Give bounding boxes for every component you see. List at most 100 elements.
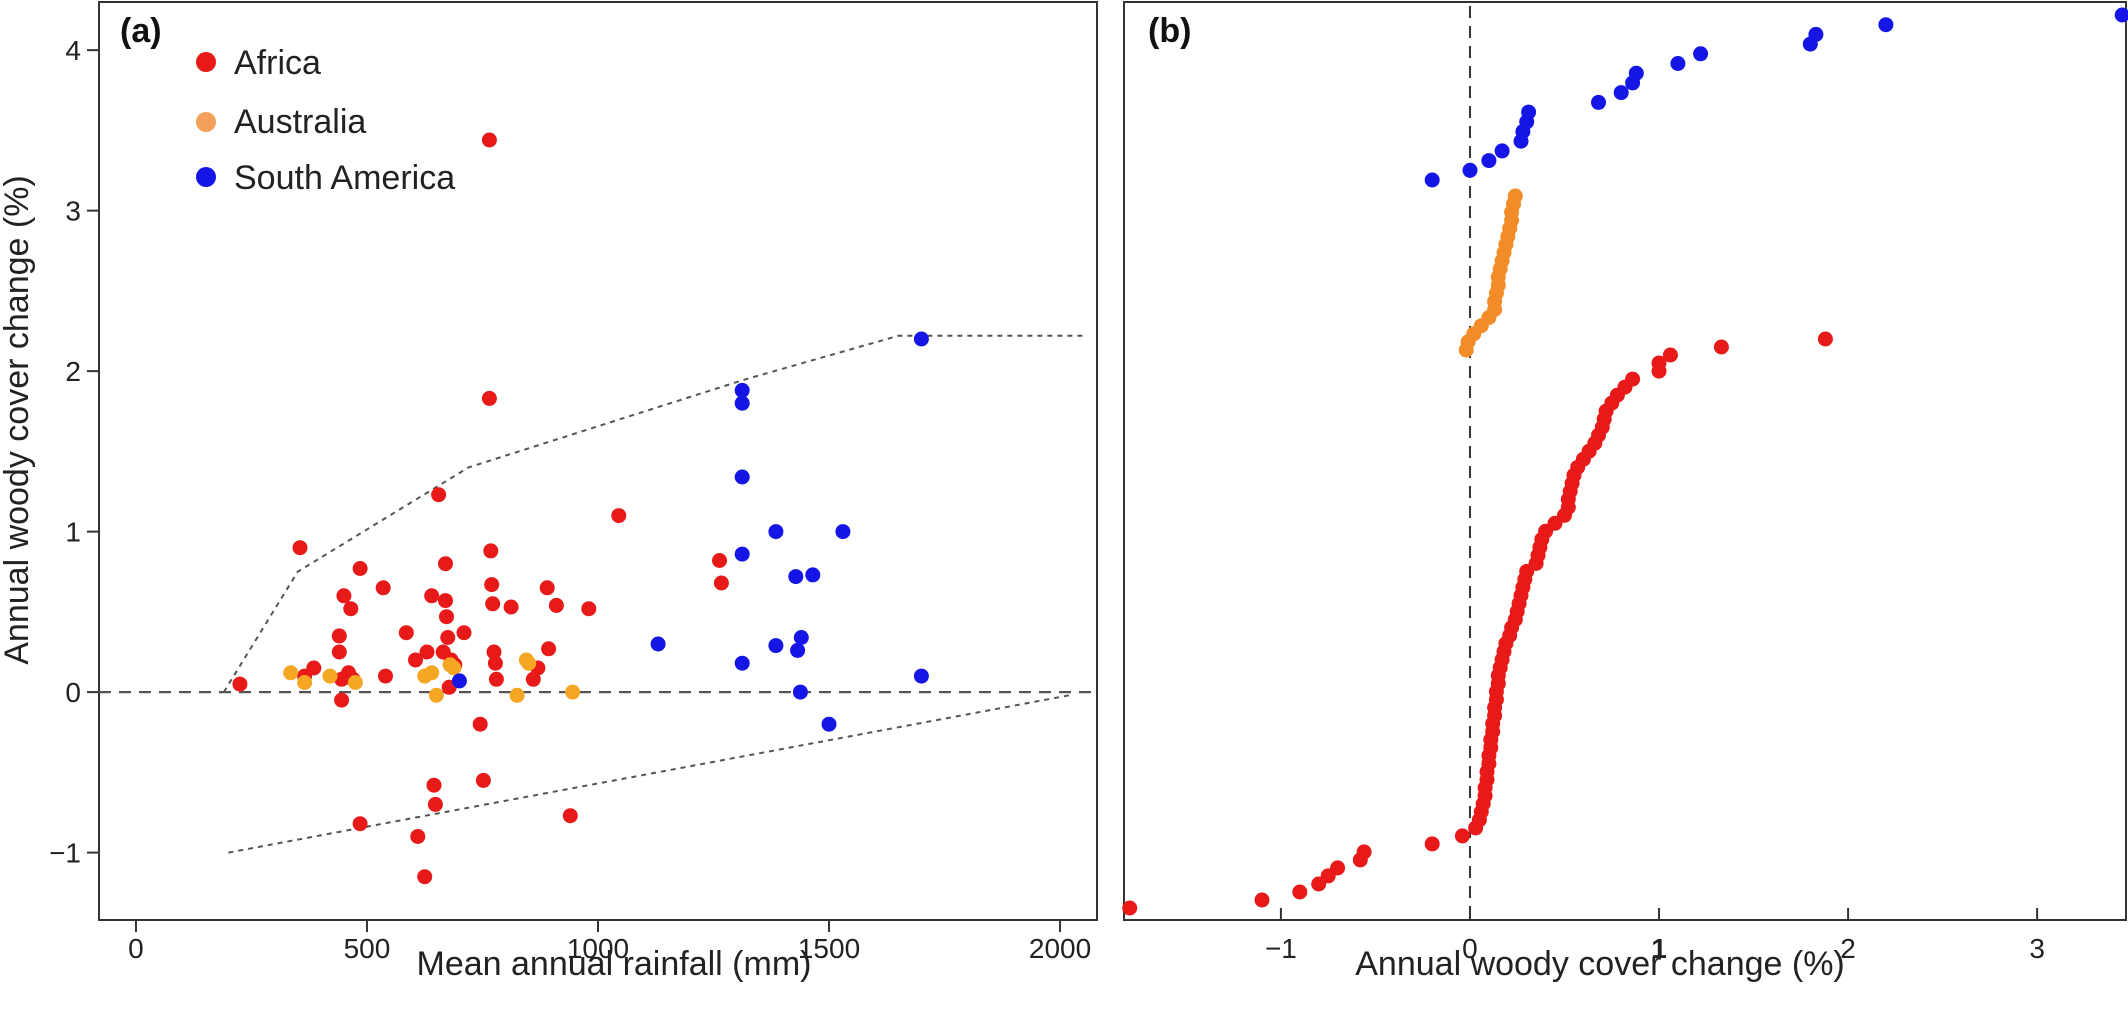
point-africa (1122, 900, 1138, 916)
point-australia (424, 665, 440, 681)
point-africa (292, 540, 308, 556)
point-south-america (2114, 7, 2128, 23)
point-africa (1356, 844, 1372, 860)
point-africa (483, 543, 499, 559)
point-africa (712, 553, 727, 568)
y-tick-label: 0 (65, 677, 81, 708)
point-south-america (790, 642, 806, 658)
point-africa (484, 577, 500, 593)
point-south-america (734, 395, 750, 411)
point-south-america (835, 524, 851, 540)
point-africa (1454, 828, 1470, 844)
point-south-america (913, 668, 929, 684)
point-africa (488, 671, 504, 687)
x-tick-label: 3 (2029, 933, 2045, 964)
panel-a-reference-lines (99, 334, 1097, 854)
point-africa (1625, 371, 1641, 387)
point-africa (331, 628, 347, 644)
point-africa (306, 660, 322, 676)
y-tick-label: 3 (65, 196, 81, 227)
point-africa (334, 692, 350, 708)
point-africa (541, 641, 557, 657)
point-africa (352, 561, 368, 576)
point-australia (283, 665, 299, 681)
point-africa (1424, 836, 1440, 852)
point-africa (1662, 347, 1678, 363)
point-africa (481, 132, 497, 148)
point-australia (509, 687, 525, 703)
point-africa (539, 580, 555, 596)
panel-b-frame (1123, 1, 2127, 921)
point-south-america (1424, 172, 1440, 188)
series-australia (283, 652, 581, 703)
point-australia (297, 675, 313, 690)
legend-marker-africa (196, 52, 216, 72)
panel-a-y-axis-title: Annual woody cover change (%) (0, 175, 36, 665)
point-south-america (1878, 17, 1894, 33)
point-australia (521, 655, 537, 671)
reference-line-dotted-1 (222, 334, 1084, 693)
point-south-america (650, 636, 666, 652)
point-africa (419, 644, 435, 660)
point-africa (426, 777, 442, 793)
point-australia (565, 684, 581, 700)
legend-label-south-america: South America (234, 159, 455, 197)
point-south-america (793, 630, 809, 645)
point-australia (1507, 188, 1523, 204)
point-africa (424, 588, 440, 604)
legend-marker-australia (196, 112, 216, 132)
legend-item-south-america: South America (196, 159, 455, 197)
point-africa (440, 630, 456, 645)
point-africa (456, 625, 472, 641)
point-south-america (768, 638, 784, 654)
point-africa (431, 487, 447, 503)
point-africa (486, 644, 502, 660)
point-africa (485, 596, 501, 612)
point-africa (581, 601, 597, 617)
point-africa (1292, 884, 1308, 900)
panel-b-label: (b) (1148, 12, 1191, 50)
y-tick-label: 1 (65, 517, 81, 548)
point-africa (375, 580, 391, 596)
y-tick-label: 2 (65, 356, 81, 387)
x-tick-label: 2 (1840, 933, 1856, 964)
point-south-america (1521, 104, 1537, 120)
point-africa (438, 556, 453, 572)
point-africa (232, 676, 248, 692)
y-tick-label: −1 (49, 838, 81, 869)
point-south-america (788, 569, 804, 585)
point-africa (503, 599, 519, 615)
point-south-america (768, 524, 784, 540)
point-africa (525, 671, 541, 687)
reference-line-dotted-2 (228, 694, 1070, 854)
point-africa (408, 652, 423, 668)
point-south-america (1494, 143, 1510, 159)
point-africa (331, 644, 347, 660)
point-south-america (1481, 153, 1497, 169)
point-africa (398, 625, 414, 641)
point-africa (475, 772, 491, 788)
point-africa (713, 575, 729, 591)
point-africa (427, 796, 443, 812)
legend: Africa Australia South America (196, 44, 455, 197)
x-tick-label: 1 (1651, 933, 1667, 964)
series-australia (1458, 188, 1523, 358)
point-africa (410, 829, 426, 844)
panel-b-x-axis-title: Annual woody cover change (%) (1355, 945, 1845, 983)
point-south-america (1462, 162, 1478, 178)
series-africa (232, 132, 729, 885)
panel-a-label: (a) (120, 12, 162, 50)
point-africa (352, 816, 368, 832)
y-tick-label: 4 (65, 35, 81, 66)
point-africa (438, 593, 453, 609)
point-africa (472, 716, 488, 732)
point-south-america (1591, 94, 1606, 110)
x-tick-label: 1500 (798, 933, 860, 964)
x-tick-label: 0 (1462, 933, 1478, 964)
point-africa (1254, 892, 1270, 908)
x-tick-label: −1 (1265, 933, 1297, 964)
point-africa (1713, 339, 1729, 355)
panel-a-x-ticks: 0 500 1000 1500 2000 (128, 920, 1091, 964)
point-africa (378, 668, 393, 684)
